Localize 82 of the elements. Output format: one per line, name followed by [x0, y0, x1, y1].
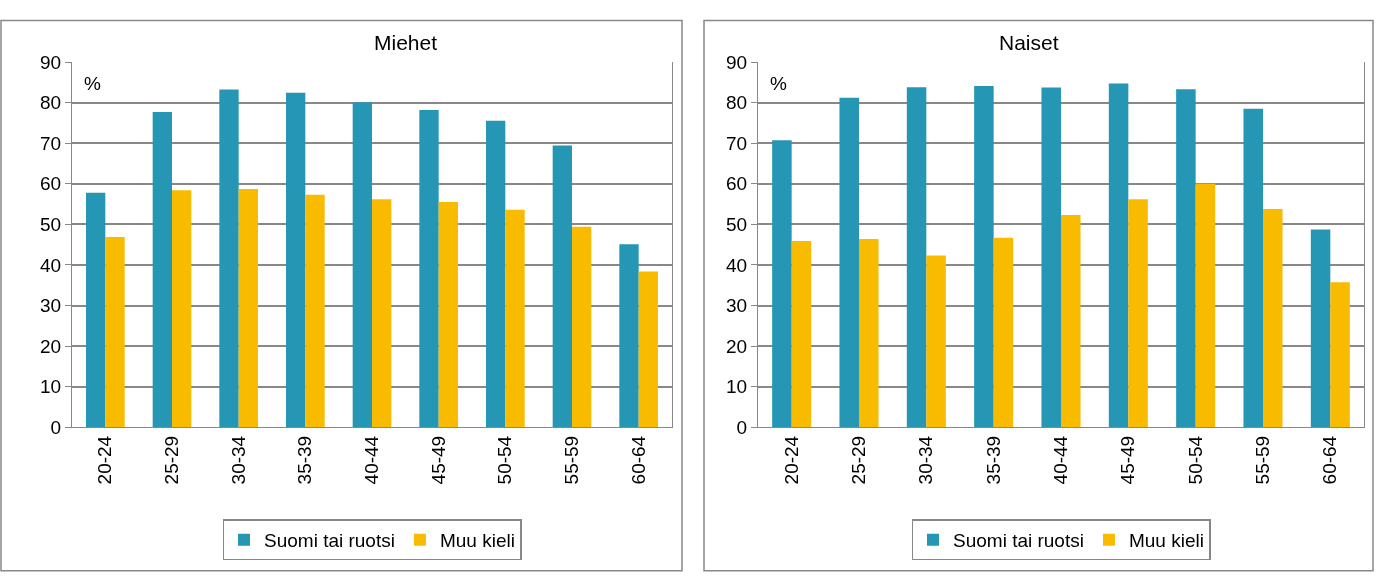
annotation: % — [84, 73, 101, 94]
bar — [1195, 183, 1216, 428]
bar — [1330, 282, 1350, 428]
bar — [1263, 208, 1283, 428]
bar — [772, 140, 792, 428]
y-tick-label: 50 — [726, 213, 748, 235]
x-tick-label: 55-59 — [561, 435, 583, 485]
bar — [238, 189, 258, 428]
y-tick-label: 10 — [40, 376, 62, 398]
x-tick-label: 40-44 — [1050, 435, 1072, 485]
y-tick-label: 40 — [40, 254, 62, 276]
bar — [993, 237, 1014, 428]
bar — [152, 111, 172, 428]
bar — [105, 236, 125, 428]
bar — [86, 192, 106, 428]
y-tick-label: 0 — [736, 416, 748, 438]
x-tick-label: 50-54 — [494, 435, 516, 485]
y-tick-label: 60 — [726, 173, 748, 195]
bar — [572, 226, 592, 428]
y-tick-label: 20 — [40, 335, 62, 357]
y-tick-label: 20 — [726, 335, 748, 357]
legend-label: Suomi tai ruotsi — [953, 530, 1084, 552]
bar — [1176, 89, 1196, 428]
x-tick-label: 35-39 — [982, 435, 1004, 485]
bar — [974, 85, 994, 428]
x-tick-label: 20-24 — [780, 435, 802, 485]
bar — [1061, 215, 1081, 428]
y-tick-label: 50 — [40, 213, 62, 235]
y-tick-label: 80 — [726, 92, 748, 114]
bar — [638, 271, 658, 428]
y-tick-label: 80 — [40, 92, 62, 114]
bar — [286, 92, 306, 428]
x-tick-label: 40-44 — [361, 435, 383, 485]
annotation: % — [770, 73, 787, 94]
x-tick-label: 50-54 — [1184, 435, 1206, 485]
legend-label: Suomi tai ruotsi — [264, 530, 395, 552]
x-tick-label: 35-39 — [294, 435, 316, 485]
bar — [419, 109, 439, 428]
x-tick-label: 55-59 — [1252, 435, 1274, 485]
legend-label: Muu kieli — [1128, 530, 1204, 552]
bar — [486, 120, 506, 428]
bar — [352, 102, 372, 428]
y-tick-label: 10 — [726, 376, 748, 398]
bar — [1108, 83, 1129, 428]
x-tick-label: 45-49 — [1117, 435, 1139, 485]
chart-title: Miehet — [374, 31, 438, 54]
x-tick-label: 60-64 — [627, 435, 649, 485]
y-tick-label: 30 — [40, 295, 62, 317]
y-tick-label: 90 — [726, 51, 748, 73]
x-tick-label: 30-34 — [227, 435, 249, 485]
bar — [219, 89, 239, 428]
y-tick-label: 70 — [726, 132, 748, 154]
x-tick-label: 30-34 — [915, 435, 937, 485]
bar — [1243, 108, 1263, 428]
x-tick-label: 20-24 — [94, 435, 116, 485]
x-tick-label: 45-49 — [427, 435, 449, 485]
y-tick-label: 30 — [726, 295, 748, 317]
bar — [906, 87, 927, 428]
legend-label: Muu kieli — [439, 530, 515, 552]
x-tick-label: 25-29 — [161, 435, 183, 485]
bar — [619, 244, 639, 428]
y-tick-label: 90 — [40, 51, 62, 73]
bar — [859, 238, 879, 428]
bar — [1310, 229, 1331, 428]
x-tick-label: 25-29 — [848, 435, 870, 485]
chart-title: Naiset — [999, 31, 1059, 54]
bar — [1128, 199, 1148, 428]
x-tick-label: 60-64 — [1319, 435, 1341, 485]
bar — [791, 240, 812, 428]
bar — [305, 194, 325, 428]
y-tick-label: 60 — [40, 173, 62, 195]
y-tick-label: 40 — [726, 254, 748, 276]
bar — [438, 202, 458, 428]
bar — [839, 97, 859, 428]
bar — [172, 190, 192, 428]
bar — [552, 145, 572, 428]
bar — [505, 209, 525, 428]
bar — [926, 255, 946, 428]
y-tick-label: 70 — [40, 132, 62, 154]
bar — [372, 199, 392, 428]
y-tick-label: 0 — [50, 416, 62, 438]
bar — [1041, 87, 1061, 428]
